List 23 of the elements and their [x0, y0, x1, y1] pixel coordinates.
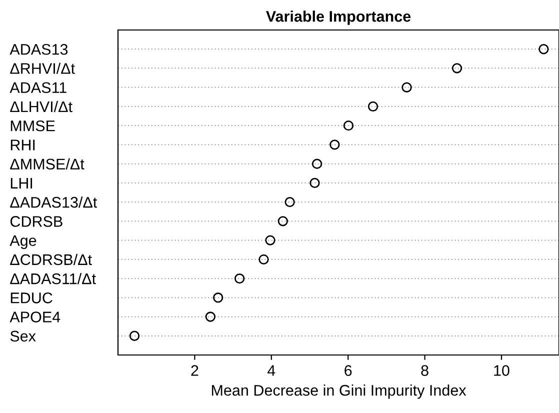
y-tick-label: MMSE	[10, 120, 55, 132]
y-tick-label: ΔMMSE/Δt	[10, 158, 84, 170]
y-tick-label: Age	[10, 235, 36, 249]
y-tick-label: ADAS11	[10, 82, 66, 94]
y-tick-label: ΔADAS13/Δt	[10, 196, 98, 208]
y-tick-label: RHI	[10, 140, 35, 150]
y-tick-label: EDUC	[10, 292, 52, 304]
x-tick-label: 6	[344, 365, 352, 376]
y-tick-label: LHI	[10, 178, 32, 188]
x-tick-label: 8	[421, 365, 428, 376]
x-tick-label: 2	[191, 365, 198, 376]
x-tick-label: 10	[494, 365, 510, 376]
y-tick-label: APOE4	[10, 312, 60, 322]
y-tick-label: ΔLHVI/Δt	[10, 100, 72, 112]
y-tick-label: ΔRHVI/Δt	[10, 62, 75, 74]
x-axis-title: Mean Decrease in Gini Impurity Index	[212, 384, 466, 399]
x-tick-label: 4	[267, 365, 276, 376]
y-tick-label: ΔCDRSB/Δt	[10, 254, 92, 266]
chart-title: Variable Importance	[266, 10, 411, 25]
y-tick-label: Sex	[10, 330, 36, 342]
y-tick-label: CDRSB	[10, 216, 62, 227]
y-tick-label: ΔADAS11/Δt	[10, 272, 96, 284]
y-tick-label: ADAS13	[10, 44, 68, 55]
